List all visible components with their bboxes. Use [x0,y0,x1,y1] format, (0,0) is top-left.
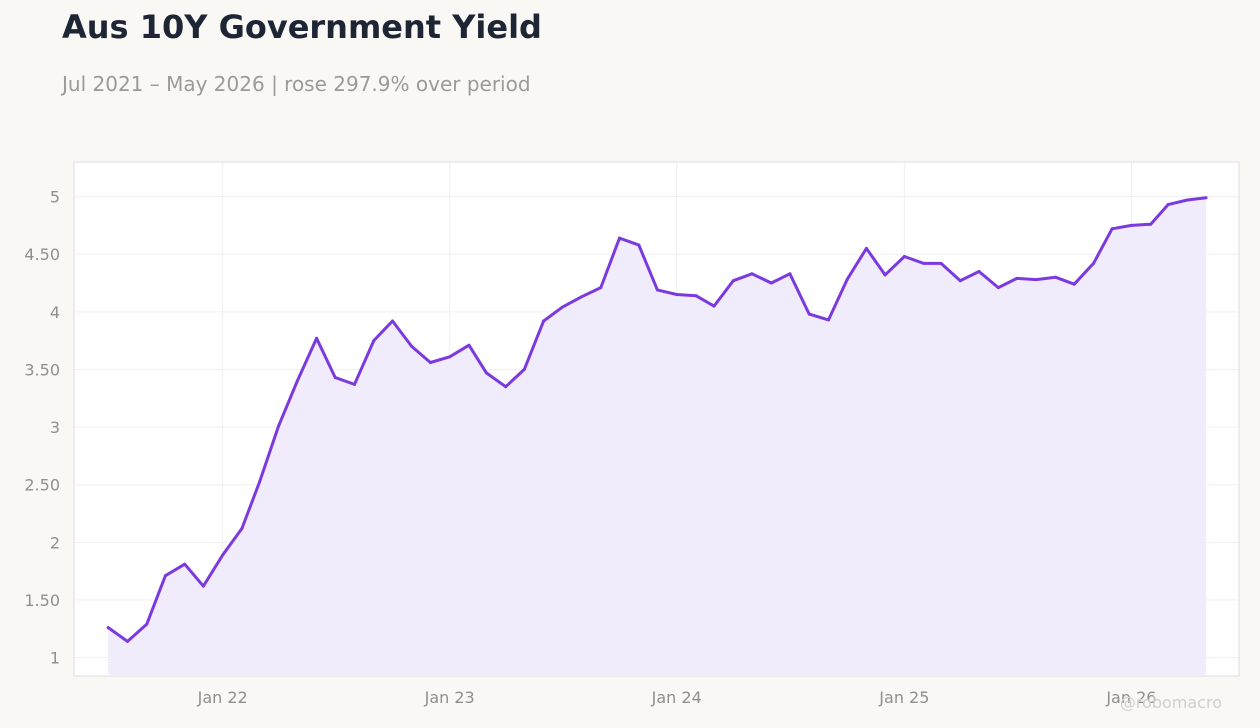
data-point [295,379,299,383]
data-point [448,355,452,359]
x-tick-label: Jan 23 [424,688,475,707]
data-point [769,281,773,285]
y-tick-label: 3.50 [24,360,60,379]
data-point [333,376,337,379]
data-point [655,288,659,292]
data-point [977,270,981,273]
data-point [1072,282,1076,286]
data-point [1015,276,1019,280]
data-point [1185,198,1189,202]
y-tick-label: 1 [50,649,60,668]
data-point [864,246,868,250]
data-point [1149,222,1153,226]
data-point [106,626,110,630]
data-point [694,294,698,298]
data-point [958,279,962,283]
chart-subtitle: Jul 2021 – May 2026 | rose 297.9% over p… [62,72,531,96]
data-point [731,279,735,283]
y-tick-label: 3 [50,418,60,437]
data-point [560,305,564,309]
data-point [1092,261,1095,265]
x-axis-ticks: Jan 22 Jan 23 Jan 24 Jan 25 Jan 26 [197,688,1157,707]
y-axis-ticks: 1 1.50 2 2.50 3 3.50 4 4.50 5 [24,188,60,668]
x-tick-label: Jan 26 [1105,688,1156,707]
data-points [106,196,1208,643]
data-point [1034,278,1038,282]
data-point [618,236,621,240]
data-point [845,278,849,282]
data-point [939,261,943,265]
y-tick-label: 2.50 [24,476,60,495]
chart-title: Aus 10Y Government Yield [62,8,542,46]
data-point [315,336,319,340]
y-tick-label: 4 [50,303,60,322]
data-point [542,319,546,323]
data-point [580,295,583,299]
data-point [353,382,356,386]
data-point [391,319,394,323]
data-point [428,361,432,364]
data-point [1204,196,1208,200]
data-point [637,243,641,247]
y-tick-label: 2 [50,533,60,552]
data-point [712,304,716,308]
data-point [827,318,830,322]
data-point [484,371,488,375]
data-point [1129,223,1133,227]
data-point [201,584,205,588]
data-point [145,622,149,626]
data-point [522,367,526,371]
x-tick-label: Jan 24 [651,688,702,707]
data-point [410,344,414,348]
data-point [883,273,887,277]
series-area-fill [108,197,1207,676]
x-tick-label: Jan 22 [197,688,248,707]
data-point [277,424,281,428]
data-point [788,272,792,276]
watermark: @robomacro [1119,693,1222,712]
x-tick-label: Jan 25 [878,688,929,707]
data-point [750,272,754,276]
y-tick-label: 1.50 [24,591,60,610]
data-point [221,553,225,557]
data-point [1054,275,1057,279]
data-point [807,312,811,316]
data-point [183,562,187,566]
y-tick-label: 4.50 [24,245,60,264]
data-point [1166,203,1170,207]
data-point [1110,227,1114,231]
data-point [126,639,129,643]
data-point [504,385,508,389]
data-point [599,286,603,290]
data-point [257,480,261,484]
data-point [996,286,1000,290]
data-point [922,261,926,265]
data-point [163,574,167,578]
y-tick-label: 5 [50,188,60,207]
area-fill-group [108,197,1207,676]
data-point [675,293,679,296]
data-point [902,255,906,258]
data-point [372,339,376,343]
data-point [467,343,471,347]
data-point [240,527,244,530]
